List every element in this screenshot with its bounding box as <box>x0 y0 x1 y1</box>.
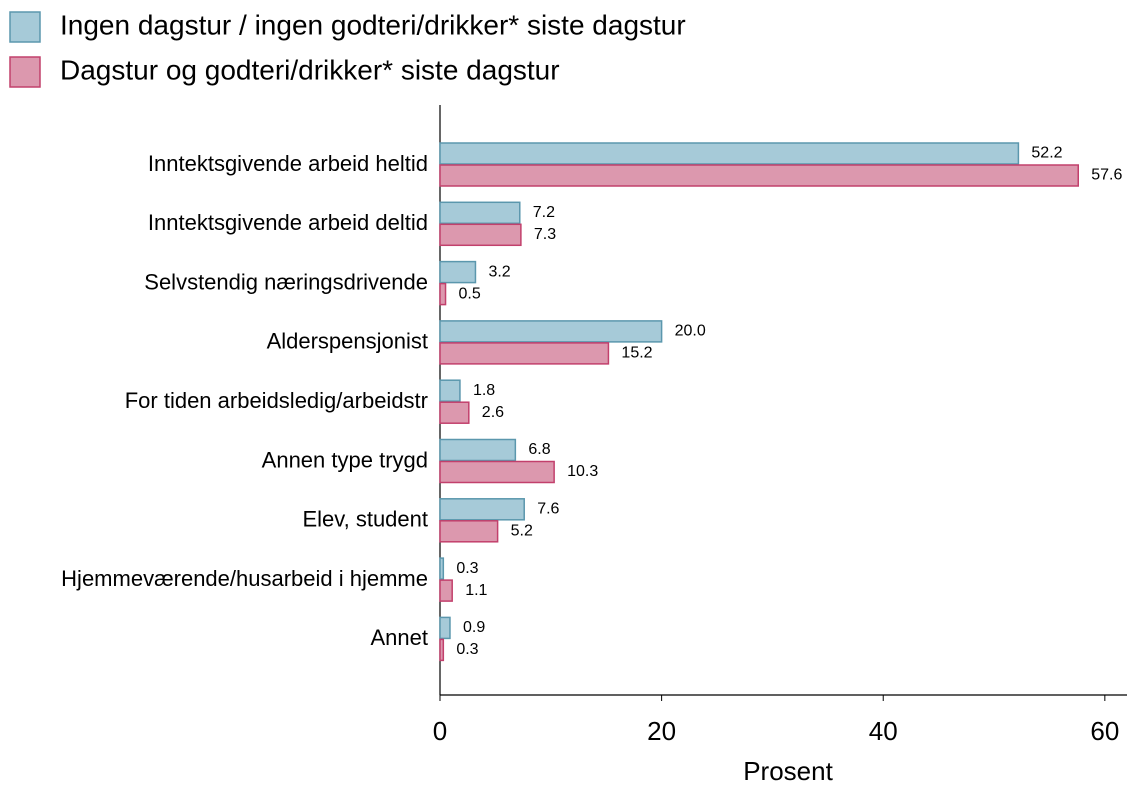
value-label: 20.0 <box>675 323 706 340</box>
value-label: 0.9 <box>463 619 485 636</box>
bar <box>439 460 555 484</box>
x-tick-label: 40 <box>869 716 898 746</box>
bar <box>439 342 610 365</box>
bar <box>439 282 447 306</box>
legend-label: Dagstur og godteri/drikker* siste dagstu… <box>60 54 560 85</box>
legend-swatch <box>9 56 41 88</box>
bar <box>439 520 499 543</box>
bar <box>439 142 1020 165</box>
bar <box>439 320 663 343</box>
bar <box>439 616 451 640</box>
y-tick-label: Inntektsgivende arbeid heltid <box>148 151 428 176</box>
y-tick-label: Selvstendig næringsdrivende <box>144 269 428 294</box>
value-label: 7.3 <box>534 226 556 243</box>
value-label: 3.2 <box>488 263 510 280</box>
x-tick-label: 20 <box>647 716 676 746</box>
value-label: 10.3 <box>567 463 598 480</box>
bar <box>439 379 461 402</box>
value-label: 15.2 <box>621 345 652 362</box>
value-label: 57.6 <box>1091 167 1122 184</box>
x-axis-label: Prosent <box>743 756 833 785</box>
value-label: 5.2 <box>511 523 533 540</box>
value-label: 1.8 <box>473 382 495 399</box>
legend-swatch <box>9 11 41 43</box>
y-tick-label: Annen type trygd <box>262 447 428 472</box>
x-tick-label: 60 <box>1090 716 1119 746</box>
x-tick-label: 0 <box>433 716 447 746</box>
value-label: 0.3 <box>456 641 478 658</box>
bar <box>439 498 525 521</box>
y-tick-label: Inntektsgivende arbeid deltid <box>148 210 428 235</box>
value-label: 7.6 <box>537 501 559 518</box>
value-label: 0.5 <box>459 285 481 302</box>
value-label: 6.8 <box>528 441 550 458</box>
value-label: 1.1 <box>465 582 487 599</box>
bar <box>439 579 453 602</box>
value-label: 52.2 <box>1031 145 1062 162</box>
y-tick-label: For tiden arbeidsledig/arbeidstr <box>125 388 428 413</box>
bar <box>439 164 1079 187</box>
bar <box>439 557 445 580</box>
legend-label: Ingen dagstur / ingen godteri/drikker* s… <box>60 9 686 40</box>
y-tick-label: Annet <box>371 625 429 650</box>
bar <box>439 201 521 225</box>
y-tick-label: Alderspensjonist <box>267 329 428 354</box>
y-tick-label: Hjemmeværende/husarbeid i hjemme <box>61 566 428 591</box>
bar <box>439 638 445 662</box>
bar <box>439 438 517 462</box>
y-tick-label: Elev, student <box>302 507 428 532</box>
bar <box>439 223 522 247</box>
bar <box>439 401 470 424</box>
value-label: 2.6 <box>482 404 504 421</box>
bar <box>439 260 477 284</box>
value-label: 0.3 <box>456 560 478 577</box>
value-label: 7.2 <box>533 204 555 221</box>
